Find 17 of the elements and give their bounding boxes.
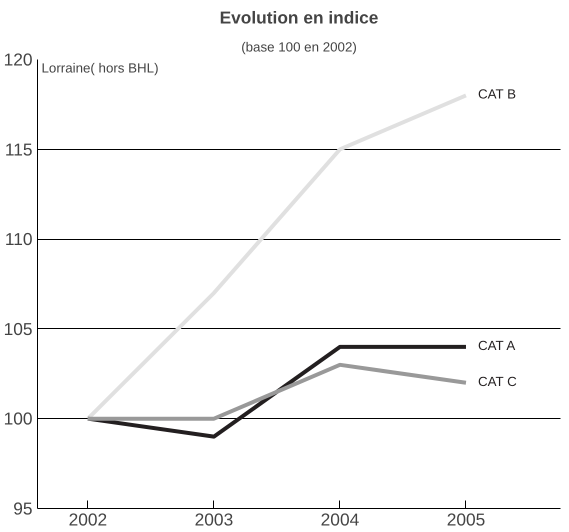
x-tick-label: 2002 bbox=[68, 510, 108, 530]
chart-subtitle: (base 100 en 2002) bbox=[241, 40, 357, 54]
y-tick-label: 95 bbox=[13, 498, 33, 518]
y-tick-label: 115 bbox=[4, 139, 33, 160]
x-tick-label: 2003 bbox=[194, 510, 234, 530]
line-series bbox=[86, 93, 468, 421]
series-label: CAT A bbox=[478, 338, 516, 353]
y-tick-label: 105 bbox=[4, 318, 33, 339]
series-label: CAT C bbox=[478, 374, 518, 389]
annotation: Lorraine( hors BHL) bbox=[42, 60, 159, 76]
y-tick-label: 110 bbox=[4, 229, 33, 250]
y-tick-label: 100 bbox=[4, 408, 33, 429]
series-label: CAT B bbox=[478, 86, 516, 102]
x-tick-label: 2005 bbox=[446, 510, 486, 530]
y-tick-label: 120 bbox=[4, 50, 33, 70]
chart-title: Evolution en indice bbox=[220, 8, 379, 28]
x-tick-label: 2004 bbox=[320, 510, 360, 530]
